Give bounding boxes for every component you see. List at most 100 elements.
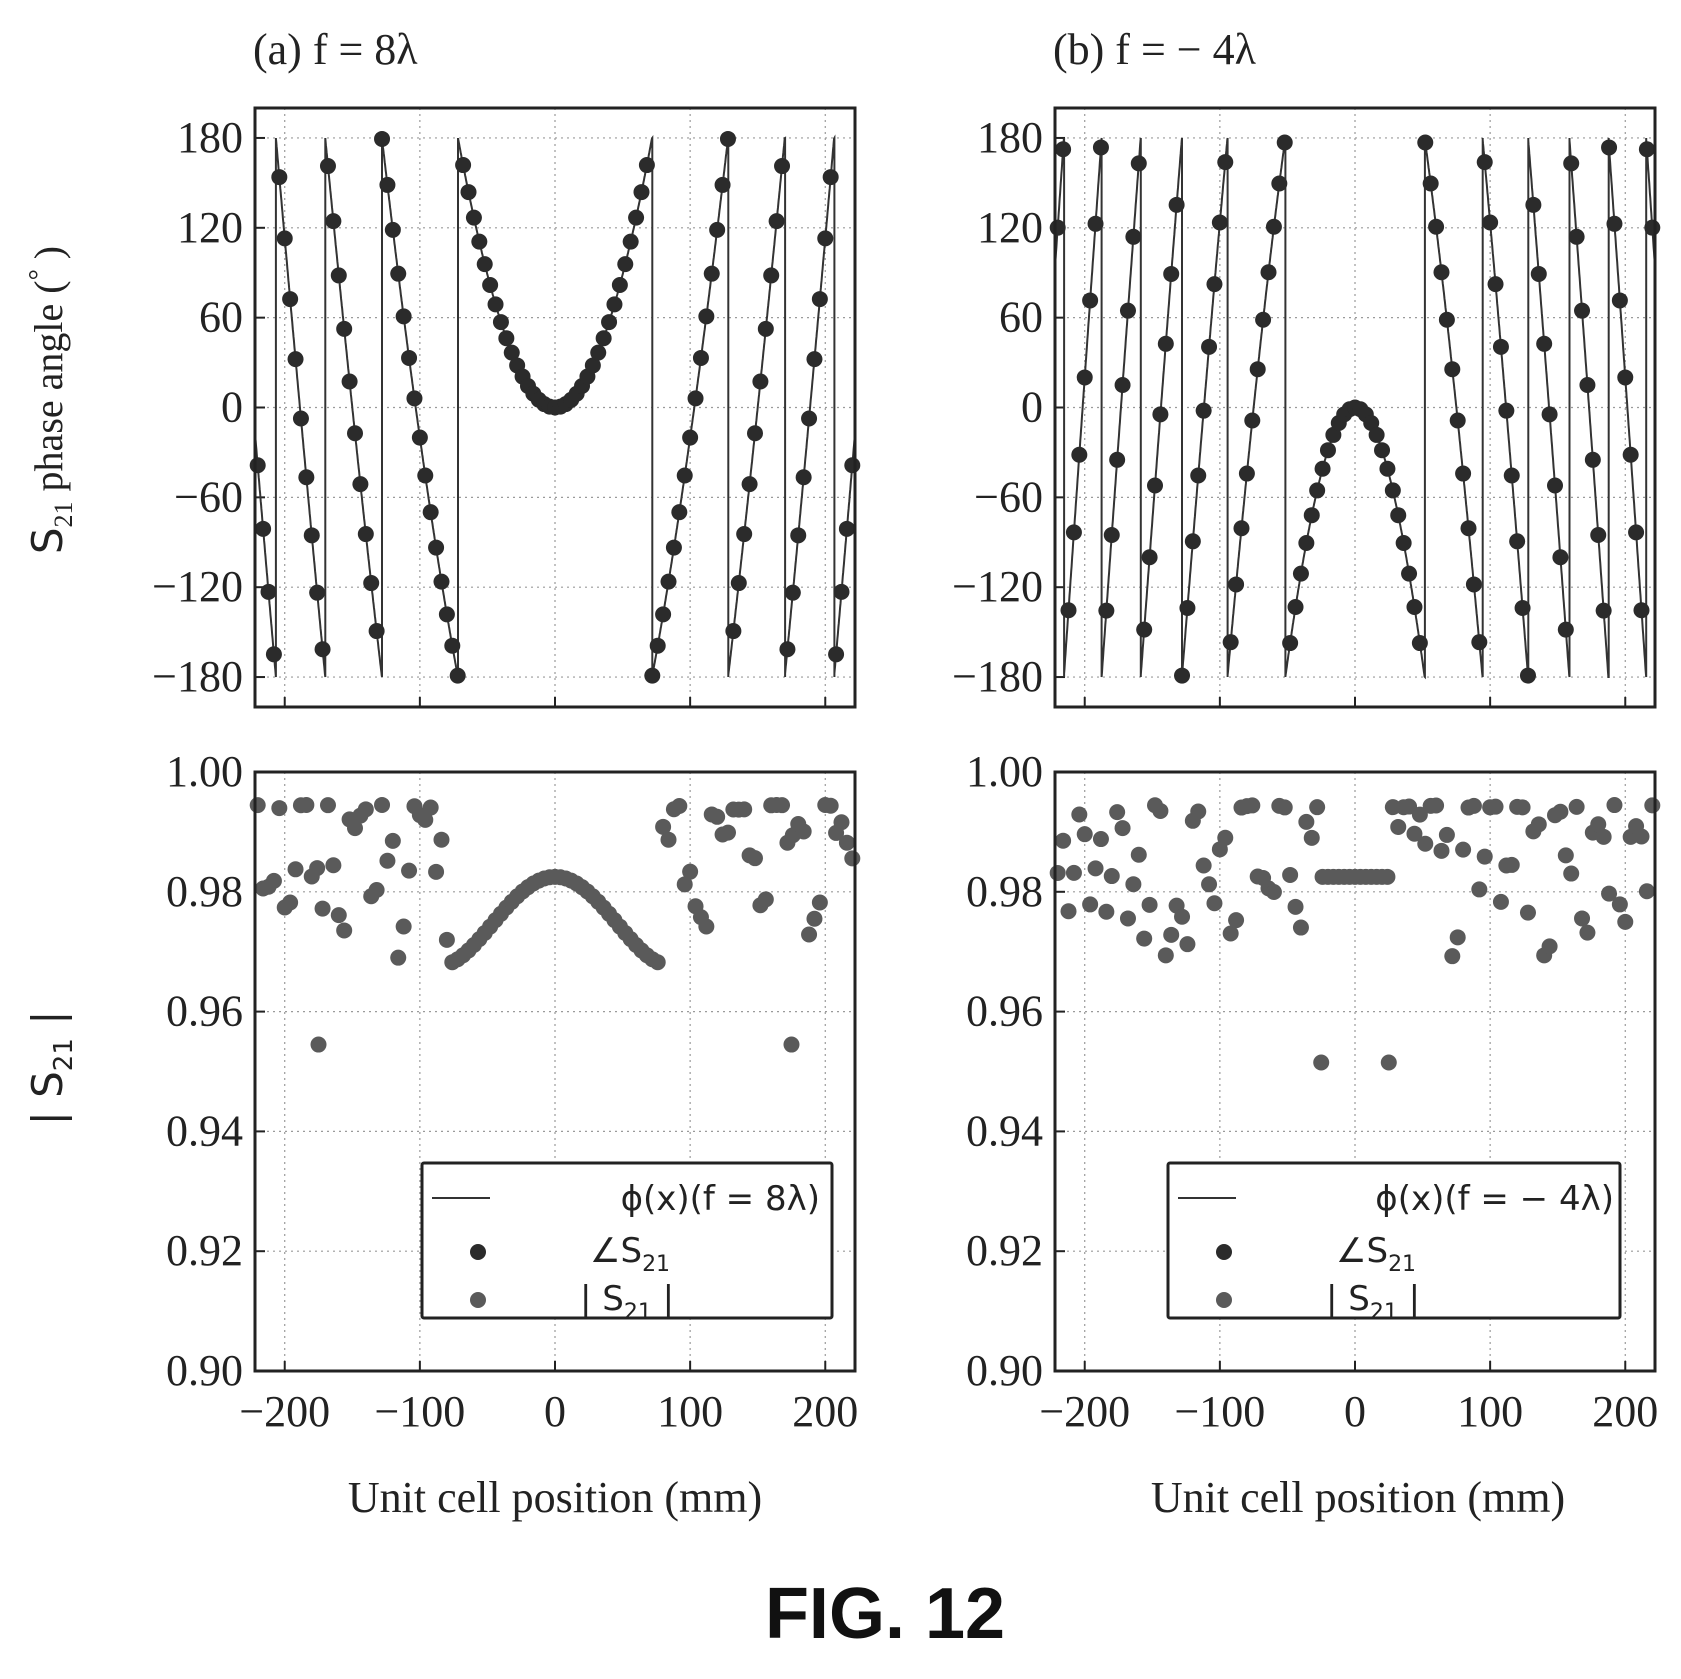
phase-a-phase-point-28 (401, 349, 418, 366)
phase-a-phase-point-2 (260, 583, 277, 600)
phase-b-phase-point-0 (1049, 219, 1066, 236)
phase-b-phase-point-78 (1471, 634, 1488, 651)
phase-b-phase-point-15 (1130, 155, 1147, 172)
phase-a-ytick-label-6: −180 (152, 652, 243, 701)
phase-a-phase-point-97 (774, 158, 791, 175)
phase-b-phase-point-72 (1438, 311, 1455, 328)
mag-b-xtick-label-1: −100 (1174, 1387, 1265, 1436)
phase-b-phase-point-76 (1460, 520, 1477, 537)
phase-b-phase-point-11 (1109, 451, 1126, 468)
phase-b-phase-point-89 (1530, 265, 1547, 282)
phase-b-phase-point-59 (1368, 426, 1385, 443)
phase-b-phase-point-36 (1244, 412, 1261, 429)
mag-a-mag-point-3 (265, 872, 282, 889)
phase-a-phase-point-92 (747, 425, 763, 442)
mag-b-mag-point-43 (1282, 866, 1299, 883)
phase-a-phase-point-76 (660, 573, 677, 590)
mag-a-ytick-label-5: 0.90 (166, 1346, 243, 1395)
phase-b-phase-point-18 (1147, 477, 1163, 494)
mag-a-mag-point-22 (368, 881, 385, 898)
mag-a-mag-point-15 (330, 907, 347, 924)
mag-b-mag-point-98 (1579, 924, 1596, 941)
mag-b-ytick-label-0: 1.00 (966, 747, 1043, 796)
mag-b-mag-point-71 (1433, 842, 1450, 859)
phase-b-phase-point-43 (1282, 635, 1299, 652)
mag-b-mag-point-0 (1049, 864, 1066, 881)
phase-a-phase-point-87 (719, 130, 736, 147)
mag-b-mag-point-82 (1492, 893, 1509, 910)
phase-b-ytick-label-3: 0 (1021, 383, 1043, 432)
mag-b-mag-point-1 (1055, 832, 1072, 849)
mag-b-xtick-label-4: 200 (1592, 1387, 1658, 1436)
mag-b-mag-point-97 (1574, 910, 1591, 927)
mag-a-mag-point-14 (325, 857, 342, 874)
mag-b-mag-point-94 (1557, 847, 1574, 864)
phase-b-phase-point-12 (1114, 377, 1131, 394)
mag-a-mag-point-0 (249, 797, 266, 814)
mag-a-mag-point-18 (347, 820, 363, 837)
legend-b-mag-marker (1216, 1292, 1232, 1308)
legend-b-phase-marker (1216, 1244, 1232, 1260)
phase-b-phase-point-31 (1217, 154, 1234, 171)
mag-a-mag-point-83 (698, 918, 715, 935)
mag-b-mag-point-89 (1530, 816, 1547, 833)
phase-a-phase-point-36 (444, 637, 461, 654)
mag-a-mag-point-103 (806, 910, 823, 927)
mag-a-mag-point-76 (660, 831, 677, 848)
mag-b-mag-point-26 (1190, 803, 1207, 820)
mag-b-mag-point-104 (1611, 896, 1628, 913)
phase-a-phase-point-25 (384, 221, 401, 238)
phase-a-phase-point-19 (352, 476, 369, 493)
phase-a-phase-point-33 (428, 539, 445, 556)
phase-b-phase-point-107 (1628, 524, 1645, 541)
phase-a-phase-point-66 (606, 296, 623, 313)
phase-b-phase-point-47 (1303, 507, 1320, 524)
mag-a-mag-point-101 (795, 823, 812, 840)
mag-a-mag-outlier-1 (783, 1036, 800, 1053)
magnitude-plot-a: −200 −100 0 100 200 1.00 0.98 0.96 0.94 0.92 0.90 (166, 747, 861, 1436)
mag-a-mag-point-33 (428, 863, 445, 880)
mag-a-mag-point-85 (709, 808, 726, 825)
phase-b-phase-point-70 (1428, 218, 1445, 235)
phase-b-ytick-label-6: −180 (952, 652, 1043, 701)
mag-a-mag-point-75 (655, 818, 672, 835)
mag-b-mag-point-4 (1071, 806, 1088, 823)
phase-b-phase-point-51 (1325, 426, 1342, 443)
phase-b-ytick-label-5: −120 (952, 562, 1043, 611)
phase-a-phase-point-11 (309, 584, 326, 601)
phase-a-phase-point-16 (336, 320, 353, 337)
phase-b-phase-point-99 (1584, 451, 1601, 468)
mag-b-mag-point-7 (1087, 860, 1104, 877)
phase-b-phase-point-35 (1238, 465, 1255, 482)
svg-text:| S21 |: | S21 | (23, 1011, 79, 1126)
mag-b-mag-point-72 (1438, 826, 1455, 843)
phase-a-phase-point-47 (503, 344, 520, 361)
mag-b-mag-point-20 (1157, 947, 1174, 964)
phase-b-phase-point-21 (1163, 265, 1180, 282)
mag-a-mag-point-9 (298, 796, 315, 813)
mag-b-ytick-label-2: 0.96 (966, 987, 1043, 1036)
phase-b-phase-point-44 (1287, 599, 1304, 616)
mag-a-mag-point-110 (844, 850, 861, 867)
phase-b-phase-point-40 (1265, 218, 1282, 235)
mag-b-mag-point-21 (1163, 926, 1180, 943)
mag-b-mag-point-103 (1606, 797, 1623, 814)
mag-b-mag-point-9 (1098, 903, 1115, 920)
mag-b-mag-point-75 (1455, 841, 1472, 858)
mag-b-mag-outlier-0 (1313, 1054, 1330, 1071)
mag-b-mag-outlier-1 (1380, 1054, 1397, 1071)
phase-b-phase-point-26 (1190, 467, 1207, 484)
mag-b-mag-point-27 (1195, 857, 1212, 874)
phase-a-phase-point-22 (368, 623, 385, 640)
mag-b-mag-point-63 (1390, 818, 1407, 835)
phase-a-phase-point-23 (374, 130, 391, 147)
mag-a-mag-point-94 (757, 891, 774, 908)
mag-b-mag-point-93 (1552, 803, 1569, 820)
phase-a-phase-point-96 (768, 213, 785, 230)
phase-plot-a: 180 120 60 0 −60 −120 −180 (152, 106, 861, 709)
phase-a-phase-point-64 (595, 330, 612, 347)
phase-b-phase-point-46 (1298, 534, 1315, 551)
phase-b-phase-point-19 (1152, 406, 1169, 423)
phase-a-phase-point-107 (828, 646, 845, 663)
phase-a-phase-point-98 (779, 641, 796, 658)
